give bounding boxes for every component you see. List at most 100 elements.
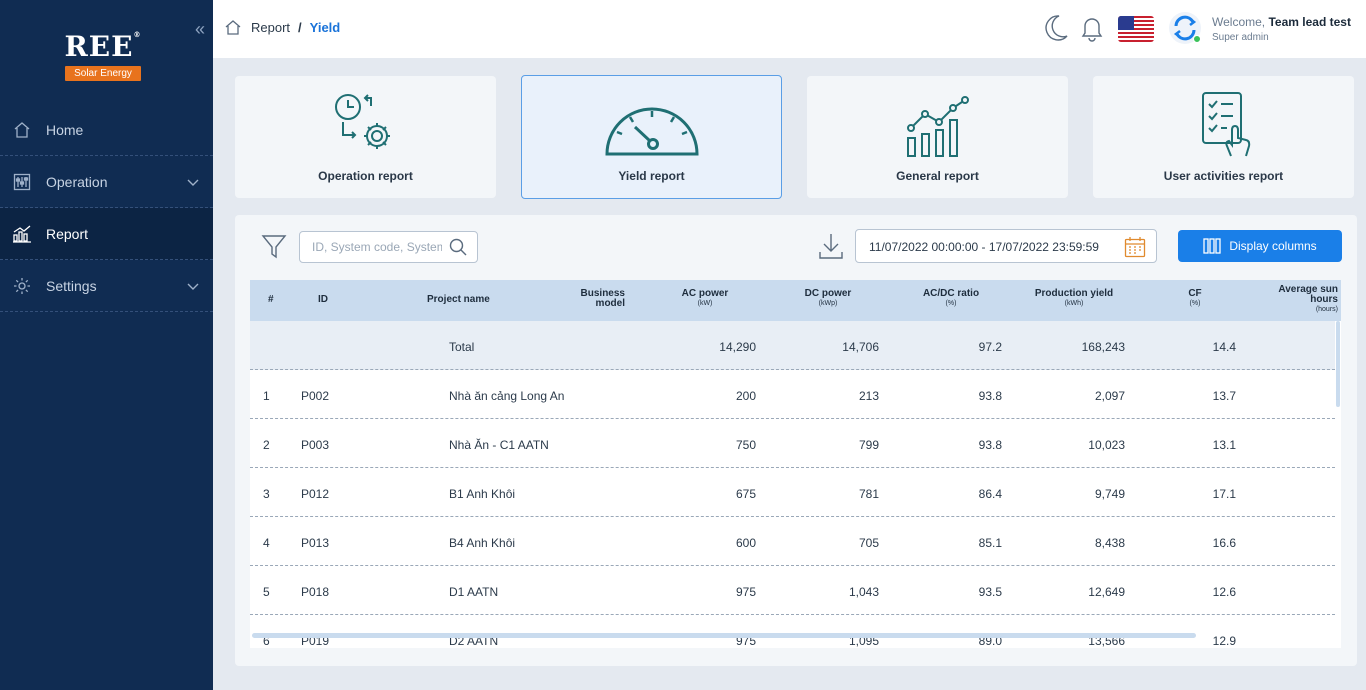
row-dc-power: 213 — [858, 389, 879, 403]
table-row[interactable]: 5 P018 D1 AATN 975 1,043 93.5 12,649 12.… — [250, 566, 1335, 615]
column-header-project-name[interactable]: Project name — [427, 294, 490, 305]
online-status-dot — [1193, 35, 1201, 43]
row-id: P003 — [301, 438, 330, 452]
row-cf: 13.1 — [1212, 438, 1236, 452]
display-columns-label: Display columns — [1229, 239, 1317, 253]
logo-brand: REE® — [64, 30, 142, 63]
total-ac-dc-ratio: 97.2 — [978, 340, 1002, 354]
row-production-yield: 12,649 — [1088, 585, 1125, 599]
chevron-down-icon — [187, 278, 199, 294]
report-card-operation[interactable]: Operation report — [235, 76, 496, 198]
sidebar-item-settings[interactable]: Settings — [0, 260, 213, 312]
search-icon[interactable] — [449, 238, 467, 261]
row-cf: 13.7 — [1212, 389, 1236, 403]
table-row[interactable]: 3 P012 B1 Anh Khôi 675 781 86.4 9,749 17… — [250, 468, 1335, 517]
collapse-sidebar-icon[interactable]: « — [194, 19, 205, 39]
row-number: 6 — [263, 634, 270, 648]
report-chart-icon — [12, 224, 32, 244]
breadcrumb-parent[interactable]: Report — [251, 20, 291, 35]
sidebar-item-label: Settings — [46, 277, 97, 294]
search-input[interactable] — [312, 232, 442, 262]
table-row[interactable]: 6 P019 D2 AATN 975 1,095 89.0 13,566 12.… — [250, 615, 1335, 648]
avatar[interactable] — [1169, 12, 1201, 44]
row-ac-dc-ratio: 86.4 — [978, 487, 1002, 501]
row-dc-power: 781 — [858, 487, 879, 501]
row-id: P013 — [301, 536, 330, 550]
display-columns-button[interactable]: Display columns — [1178, 230, 1342, 262]
horizontal-scrollbar[interactable] — [252, 633, 1196, 638]
notification-bell-icon[interactable] — [1081, 14, 1103, 47]
row-ac-power: 975 — [735, 585, 756, 599]
language-flag-icon[interactable] — [1118, 16, 1154, 42]
row-production-yield: 8,438 — [1094, 536, 1125, 550]
column-header-cf[interactable]: CF (%) — [1188, 288, 1202, 308]
column-header-no[interactable]: # — [268, 294, 274, 305]
report-card-label: General report — [896, 169, 979, 183]
logo[interactable]: REE® Solar Energy — [62, 30, 144, 86]
welcome-text: Welcome, Team lead test — [1212, 15, 1351, 29]
search-box — [299, 231, 478, 263]
table-row[interactable]: 4 P013 B4 Anh Khôi 600 705 85.1 8,438 16… — [250, 517, 1335, 566]
row-id: P002 — [301, 389, 330, 403]
total-ac-power: 14,290 — [719, 340, 756, 354]
filter-icon[interactable] — [261, 233, 287, 264]
report-card-label: Operation report — [318, 169, 413, 183]
yield-table-panel: 11/07/2022 00:00:00 - 17/07/2022 23:59:5… — [235, 215, 1357, 666]
row-dc-power: 1,043 — [848, 585, 879, 599]
sidebar-item-home[interactable]: Home — [0, 104, 213, 156]
date-range-picker[interactable]: 11/07/2022 00:00:00 - 17/07/2022 23:59:5… — [855, 229, 1157, 263]
breadcrumb-separator: / — [298, 20, 302, 35]
column-header-ac-dc-ratio[interactable]: AC/DC ratio (%) — [922, 288, 980, 308]
report-card-yield[interactable]: Yield report — [521, 75, 782, 199]
home-icon — [12, 120, 32, 140]
total-cf: 14.4 — [1212, 340, 1236, 354]
total-label: Total — [449, 340, 475, 354]
row-cf: 12.9 — [1212, 634, 1236, 648]
row-dc-power: 705 — [858, 536, 879, 550]
sidebar-nav: Home Operation Report Settings — [0, 104, 213, 312]
row-ac-power: 750 — [735, 438, 756, 452]
row-id: P018 — [301, 585, 330, 599]
download-icon[interactable] — [818, 232, 844, 265]
breadcrumb-current: Yield — [309, 20, 341, 35]
table-row[interactable]: 1 P002 Nhà ăn cảng Long An 200 213 93.8 … — [250, 370, 1335, 419]
row-ac-power: 200 — [735, 389, 756, 403]
gear-icon — [12, 276, 32, 296]
row-number: 2 — [263, 438, 270, 452]
gauge-icon — [522, 90, 781, 160]
row-project-name: D1 AATN — [449, 585, 499, 599]
table-row[interactable]: 2 P003 Nhà Ăn - C1 AATN 750 799 93.8 10,… — [250, 419, 1335, 468]
sidebar-item-label: Operation — [46, 173, 108, 190]
columns-icon — [1203, 238, 1221, 254]
vertical-scrollbar[interactable] — [1336, 321, 1340, 407]
trend-chart-icon — [807, 90, 1068, 160]
row-project-name: B4 Anh Khôi — [449, 536, 516, 550]
user-name: Team lead test — [1268, 15, 1351, 29]
dark-mode-moon-icon[interactable] — [1045, 14, 1069, 47]
sidebar-item-operation[interactable]: Operation — [0, 156, 213, 208]
row-cf: 17.1 — [1212, 487, 1236, 501]
home-icon[interactable] — [225, 20, 241, 35]
date-range-value: 11/07/2022 00:00:00 - 17/07/2022 23:59:5… — [869, 240, 1099, 254]
row-ac-dc-ratio: 93.5 — [978, 585, 1002, 599]
column-header-production-yield[interactable]: Production yield (kWh) — [1034, 288, 1114, 308]
report-card-user-activities[interactable]: User activities report — [1093, 76, 1354, 198]
column-header-dc-power[interactable]: DC power (kWp) — [804, 288, 852, 308]
row-ac-power: 675 — [735, 487, 756, 501]
row-project-name: Nhà Ăn - C1 AATN — [449, 438, 549, 452]
report-card-general[interactable]: General report — [807, 76, 1068, 198]
column-header-ac-power[interactable]: AC power (kW) — [681, 288, 729, 308]
column-header-business-model[interactable]: Business model — [580, 288, 625, 309]
user-role: Super admin — [1212, 32, 1269, 43]
sidebar-item-report[interactable]: Report — [0, 208, 213, 260]
yield-table: # ID Project name Business model AC powe… — [250, 280, 1341, 648]
row-project-name: B1 Anh Khôi — [449, 487, 516, 501]
column-header-id[interactable]: ID — [318, 294, 328, 305]
column-header-average-sun-hours[interactable]: Average sun hours (hours) — [1278, 284, 1338, 314]
chevron-down-icon — [187, 174, 199, 190]
row-production-yield: 9,749 — [1094, 487, 1125, 501]
checklist-hand-icon — [1093, 90, 1354, 160]
calendar-icon[interactable] — [1124, 236, 1146, 261]
row-id: P012 — [301, 487, 330, 501]
report-card-label: User activities report — [1163, 169, 1284, 183]
